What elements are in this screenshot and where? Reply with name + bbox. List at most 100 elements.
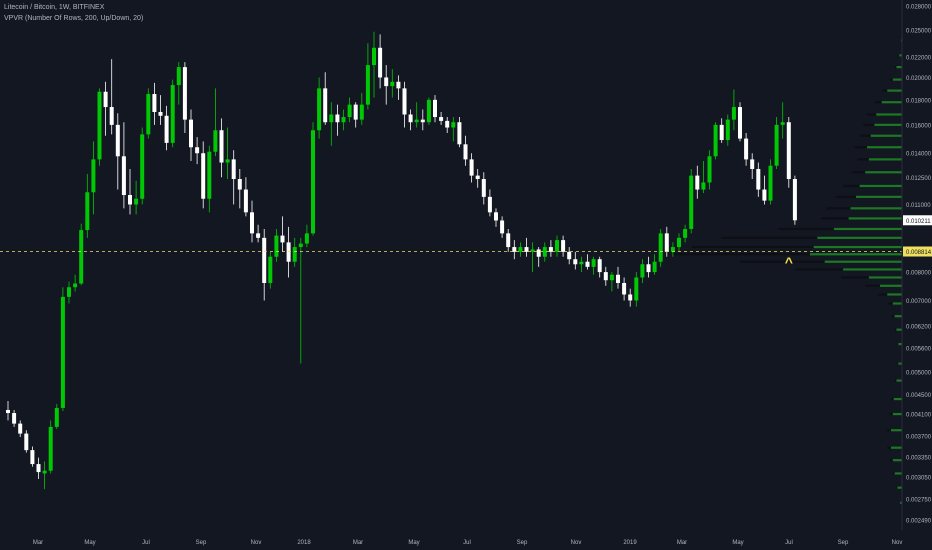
candle-28 bbox=[176, 62, 181, 105]
vp-row-down-5 bbox=[874, 101, 882, 104]
price-tick-label: 0.005600 bbox=[906, 346, 932, 352]
candle-79 bbox=[487, 189, 492, 217]
candle-body bbox=[219, 130, 224, 163]
candle-body bbox=[738, 107, 742, 139]
candle-body bbox=[304, 233, 309, 244]
candle-58 bbox=[359, 92, 364, 125]
candle-83 bbox=[512, 240, 517, 260]
vp-row-down-1 bbox=[898, 54, 900, 57]
candle-body bbox=[524, 247, 529, 252]
candle-88 bbox=[542, 242, 547, 262]
candle-body bbox=[731, 107, 736, 120]
price-tick-label: 0.003700 bbox=[906, 434, 932, 440]
candle-body bbox=[701, 182, 706, 190]
candle-body bbox=[500, 220, 505, 234]
time-tick-label: Nov bbox=[251, 540, 262, 546]
vp-row-down-27 bbox=[894, 328, 897, 331]
candle-46 bbox=[286, 226, 291, 278]
vp-row-down-36 bbox=[892, 472, 895, 475]
candle-5 bbox=[36, 457, 41, 480]
price-tick-label: 0.004100 bbox=[906, 413, 932, 419]
candle-body bbox=[555, 240, 559, 252]
candle-65 bbox=[402, 81, 407, 128]
candle-body bbox=[298, 243, 303, 248]
candle-body bbox=[634, 277, 639, 301]
candle-body bbox=[12, 413, 17, 424]
vp-row-down-25 bbox=[888, 302, 893, 305]
symbol-title[interactable]: Litecoin / Bitcoin, 1W, BITFINEX bbox=[4, 4, 105, 11]
vp-row-up-37 bbox=[897, 486, 902, 489]
vp-row-up-9 bbox=[867, 146, 902, 149]
candle-98 bbox=[603, 266, 608, 286]
candle-27 bbox=[170, 79, 175, 148]
candle-body bbox=[231, 159, 236, 180]
candle-32 bbox=[201, 141, 206, 209]
candle-body bbox=[463, 144, 468, 160]
time-tick-label: Mar bbox=[353, 540, 363, 546]
candle-13 bbox=[85, 173, 90, 238]
candle-119 bbox=[731, 89, 736, 131]
time-tick-label: Mar bbox=[33, 540, 43, 546]
candle-31 bbox=[195, 137, 200, 165]
candle-body bbox=[658, 233, 663, 262]
candle-body bbox=[243, 189, 248, 213]
time-axis[interactable]: Mar May Jul Sep Nov 2018 Mar May Jul Sep Nov 2019 Ma… bbox=[33, 540, 903, 546]
candle-105 bbox=[646, 256, 651, 278]
candle-body bbox=[561, 240, 566, 252]
vp-row-down-26 bbox=[891, 315, 895, 318]
vp-row-down-19 bbox=[672, 253, 810, 256]
time-tick-label: Mar bbox=[677, 540, 687, 546]
candle-57 bbox=[353, 102, 358, 128]
last-price-badge bbox=[903, 215, 932, 226]
candle-body bbox=[420, 119, 425, 123]
candle-body bbox=[762, 189, 767, 201]
candle-66 bbox=[408, 109, 413, 131]
vp-row-up-29 bbox=[898, 362, 902, 365]
candle-body bbox=[103, 91, 108, 108]
price-tick-label: 0.002750 bbox=[906, 497, 932, 503]
candle-64 bbox=[396, 75, 401, 100]
candle-123 bbox=[756, 162, 761, 197]
vp-row-down-33 bbox=[886, 429, 891, 432]
candle-90 bbox=[555, 235, 559, 257]
vp-row-up-24 bbox=[887, 293, 902, 296]
time-tick-label: May bbox=[408, 540, 419, 546]
candle-125 bbox=[768, 159, 773, 205]
candle-body bbox=[158, 111, 163, 116]
price-tick-label: 0.022000 bbox=[906, 56, 932, 62]
price-tick-label: 0.007000 bbox=[906, 299, 932, 305]
time-tick-label: Sep bbox=[196, 540, 207, 546]
indicator-title[interactable]: VPVR (Number Of Rows, 200, Up/Down, 20) bbox=[4, 15, 144, 22]
candle-103 bbox=[634, 272, 639, 307]
candle-body bbox=[109, 107, 114, 125]
candle-body bbox=[274, 235, 279, 257]
price-axis[interactable]: 0.028000 0.025000 0.022000 0.020000 0.018000… bbox=[901, 0, 932, 530]
vp-row-up-18 bbox=[813, 245, 902, 249]
vp-row-down-8 bbox=[859, 134, 871, 137]
candle-7 bbox=[48, 420, 53, 474]
candle-22 bbox=[140, 127, 145, 205]
vp-row-up-4 bbox=[887, 89, 902, 92]
candle-body bbox=[426, 99, 431, 123]
candle-33 bbox=[207, 145, 212, 213]
candle-50 bbox=[311, 122, 315, 236]
candle-84 bbox=[518, 242, 523, 257]
candle-45 bbox=[280, 216, 285, 252]
candle-43 bbox=[268, 251, 273, 289]
candle-118 bbox=[725, 114, 730, 146]
candle-body bbox=[768, 165, 773, 201]
candle-120 bbox=[738, 102, 742, 142]
candle-body bbox=[494, 212, 498, 221]
candle-60 bbox=[372, 31, 376, 98]
price-tick-label: 0.008000 bbox=[906, 271, 932, 277]
candle-body bbox=[390, 81, 395, 87]
candle-body bbox=[67, 287, 71, 297]
candle-body bbox=[609, 274, 614, 281]
candle-body bbox=[268, 256, 273, 283]
vp-row-down-30 bbox=[894, 379, 897, 382]
price-tick-label: 0.003350 bbox=[906, 455, 932, 461]
candle-body bbox=[115, 124, 120, 157]
candle-body bbox=[73, 283, 78, 288]
